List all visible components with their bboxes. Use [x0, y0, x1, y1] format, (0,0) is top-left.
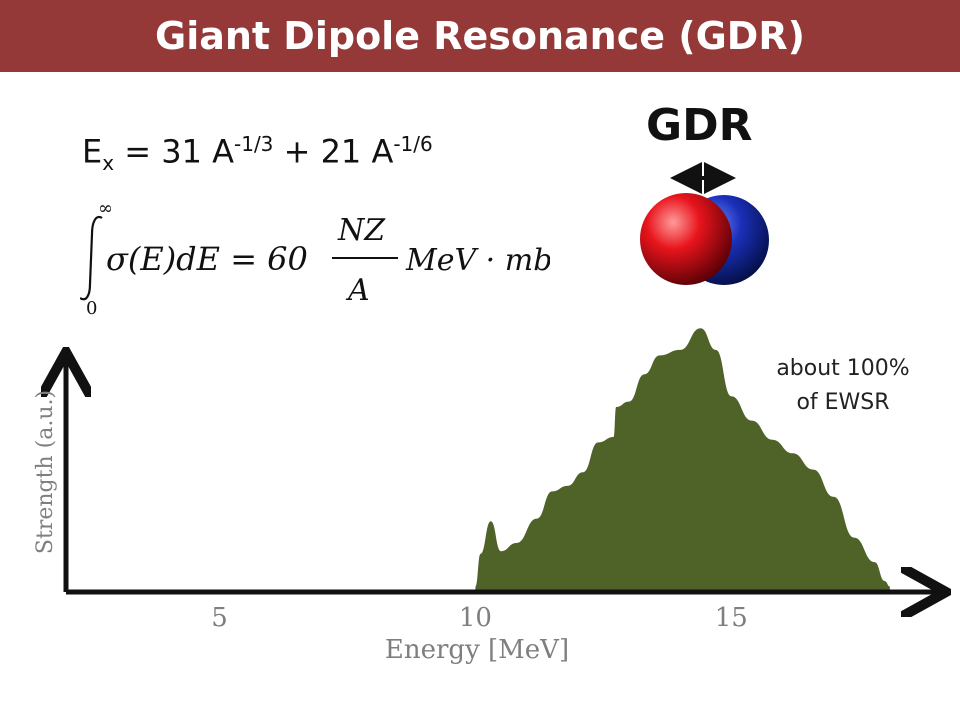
fraction-denominator: A [345, 273, 370, 308]
excitation-energy-formula: Ex = 31 A-1/3 + 21 A-1/6 [82, 132, 433, 175]
nucleus-icon [640, 162, 769, 285]
x-tick-label: 5 [211, 603, 228, 633]
x-tick-label: 10 [459, 603, 492, 633]
proton-sphere-icon [640, 193, 732, 285]
ewsr-note-line-1: about 100% [776, 356, 910, 381]
gdr-label: GDR [646, 100, 753, 151]
fraction-numerator: NZ [337, 213, 386, 248]
formula-exponent-2: -1/6 [393, 132, 433, 156]
formula-term-1: = 31 A [114, 132, 234, 171]
ewsr-note: about 100% of EWSR [760, 352, 926, 420]
formula-lhs: E [82, 132, 103, 171]
x-axis-label: Energy [MeV] [385, 635, 569, 665]
x-tick-label: 15 [715, 603, 748, 633]
formula-term-2: + 21 A [273, 132, 394, 171]
gdr-strength-chart: 5 10 15 Energy [MeV] Strength (a.u.) [33, 328, 960, 665]
integral-sign [80, 215, 103, 301]
gdr-resonance-area [475, 328, 890, 592]
sum-rule-formula: ∞ 0 σ(E)dE = 60 NZ A MeV · mb [80, 200, 550, 319]
title-bar: Giant Dipole Resonance (GDR) [0, 0, 960, 72]
units-text: MeV · mb [405, 243, 550, 278]
upper-limit: ∞ [98, 200, 113, 219]
integrand-text: σ(E)dE = 60 [106, 240, 308, 278]
lower-limit: 0 [86, 298, 97, 319]
slide-title: Giant Dipole Resonance (GDR) [155, 14, 805, 58]
ewsr-note-line-2: of EWSR [796, 390, 890, 415]
y-axis-label: Strength (a.u.) [33, 390, 58, 554]
formula-lhs-subscript: x [102, 151, 115, 176]
formula-exponent-1: -1/3 [234, 132, 274, 156]
